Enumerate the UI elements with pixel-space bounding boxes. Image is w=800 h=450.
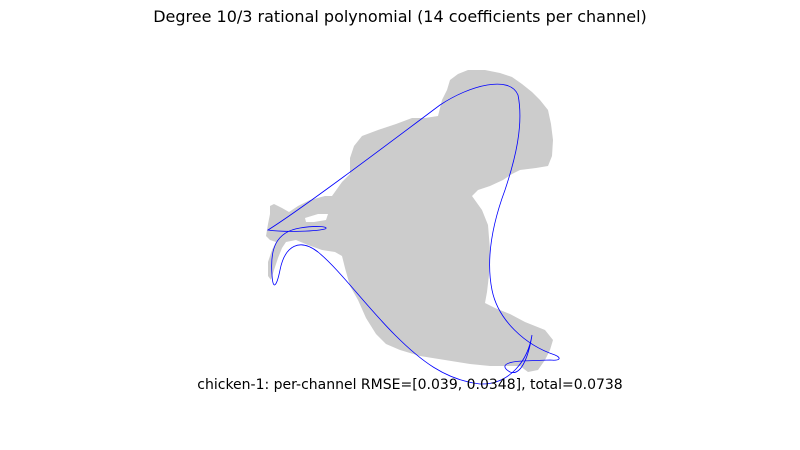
figure-title: Degree 10/3 rational polynomial (14 coef… [153, 7, 647, 26]
fit-curve [266, 83, 560, 385]
figure-caption: chicken-1: per-channel RMSE=[0.039, 0.03… [197, 377, 623, 393]
target-silhouette [266, 70, 553, 372]
